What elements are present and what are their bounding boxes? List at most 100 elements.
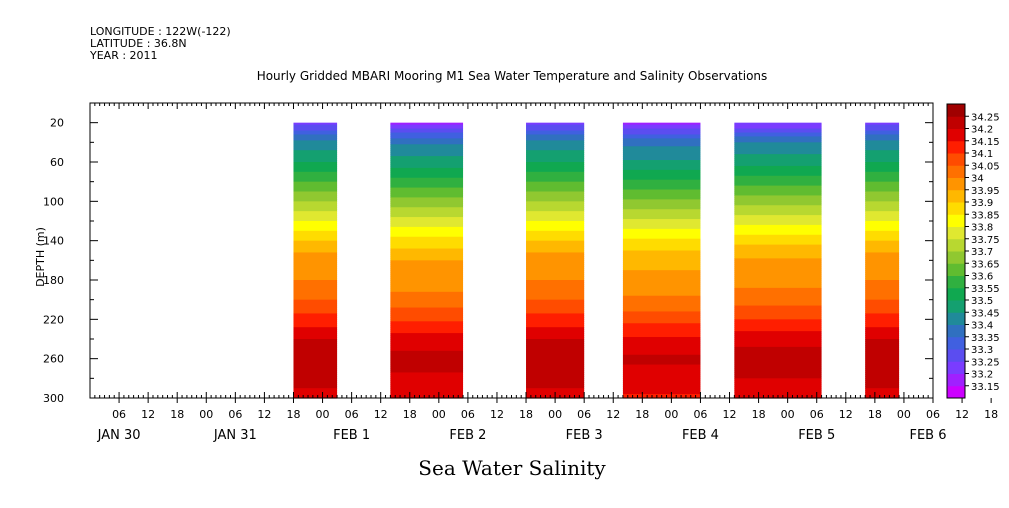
salinity-band <box>865 148 900 151</box>
salinity-band <box>734 152 822 155</box>
colorbar-swatch <box>947 312 965 325</box>
salinity-band <box>622 242 701 246</box>
salinity-band <box>622 128 701 132</box>
salinity-band <box>293 181 338 185</box>
salinity-band <box>390 128 464 132</box>
salinity-band <box>622 370 701 374</box>
salinity-band <box>390 234 464 238</box>
salinity-band <box>865 390 900 393</box>
colorbar-swatch <box>947 300 965 313</box>
salinity-band <box>293 337 338 340</box>
salinity-band <box>622 197 701 200</box>
salinity-band <box>293 305 338 309</box>
salinity-band <box>526 376 585 379</box>
salinity-band <box>390 250 464 254</box>
salinity-band <box>390 195 464 198</box>
salinity-band <box>526 305 585 309</box>
salinity-band <box>865 311 900 315</box>
salinity-band <box>734 299 822 303</box>
salinity-band <box>865 193 900 197</box>
salinity-band <box>390 165 464 169</box>
salinity-band <box>622 285 701 289</box>
salinity-band <box>865 191 900 195</box>
salinity-band <box>622 221 701 224</box>
salinity-band <box>293 224 338 228</box>
salinity-band <box>622 144 701 147</box>
salinity-band <box>390 394 464 397</box>
salinity-band <box>622 281 701 285</box>
salinity-band <box>622 252 701 256</box>
salinity-band <box>734 293 822 297</box>
salinity-band <box>526 303 585 307</box>
colorbar-label: 33.15 <box>971 382 1000 393</box>
salinity-band <box>734 315 822 318</box>
salinity-band <box>390 335 464 338</box>
salinity-band <box>293 148 338 151</box>
salinity-band <box>734 380 822 383</box>
salinity-band <box>734 165 822 169</box>
salinity-band <box>526 317 585 320</box>
salinity-band <box>293 130 338 134</box>
salinity-band <box>734 185 822 189</box>
salinity-band <box>293 392 338 395</box>
salinity-band <box>526 362 585 366</box>
salinity-band <box>526 228 585 232</box>
salinity-band <box>390 209 464 212</box>
salinity-band <box>390 203 464 206</box>
salinity-band <box>390 199 464 202</box>
salinity-band <box>390 160 464 163</box>
salinity-band <box>293 140 338 143</box>
salinity-band <box>734 337 822 340</box>
salinity-band <box>390 358 464 362</box>
salinity-band <box>390 185 464 189</box>
salinity-band <box>293 150 338 153</box>
salinity-band <box>622 321 701 324</box>
salinity-band <box>734 207 822 210</box>
salinity-band <box>293 295 338 299</box>
salinity-band <box>390 183 464 187</box>
salinity-band <box>390 309 464 313</box>
y-tick-label: 140 <box>43 235 64 248</box>
salinity-band <box>293 356 338 360</box>
salinity-band <box>293 339 338 342</box>
colorbar-label: 33.2 <box>971 370 993 381</box>
salinity-band <box>293 291 338 295</box>
salinity-band <box>390 221 464 224</box>
salinity-band <box>865 171 900 175</box>
salinity-band <box>734 301 822 305</box>
salinity-band <box>865 337 900 340</box>
salinity-band <box>293 394 338 397</box>
salinity-band <box>734 171 822 175</box>
salinity-band <box>526 185 585 189</box>
salinity-band <box>390 339 464 342</box>
salinity-band <box>734 270 822 273</box>
salinity-band <box>622 152 701 155</box>
salinity-band <box>293 388 338 391</box>
salinity-band <box>390 321 464 324</box>
salinity-band <box>622 313 701 316</box>
salinity-band <box>734 240 822 244</box>
x-hour-label: 12 <box>490 408 504 421</box>
salinity-band <box>734 262 822 265</box>
salinity-band <box>734 340 822 344</box>
salinity-band <box>293 348 338 352</box>
salinity-band <box>293 270 338 273</box>
salinity-band <box>390 376 464 379</box>
salinity-band <box>526 222 585 226</box>
salinity-band <box>734 122 822 126</box>
salinity-band <box>734 331 822 334</box>
salinity-band <box>622 217 701 220</box>
salinity-band <box>622 185 701 189</box>
salinity-band <box>734 307 822 311</box>
salinity-band <box>865 264 900 267</box>
salinity-band <box>390 191 464 195</box>
salinity-band <box>734 362 822 366</box>
salinity-band <box>865 297 900 301</box>
salinity-band <box>293 236 338 240</box>
salinity-band <box>734 276 822 279</box>
salinity-band <box>526 240 585 244</box>
salinity-band <box>865 226 900 230</box>
salinity-band <box>865 197 900 200</box>
salinity-band <box>622 278 701 281</box>
salinity-band <box>865 315 900 318</box>
